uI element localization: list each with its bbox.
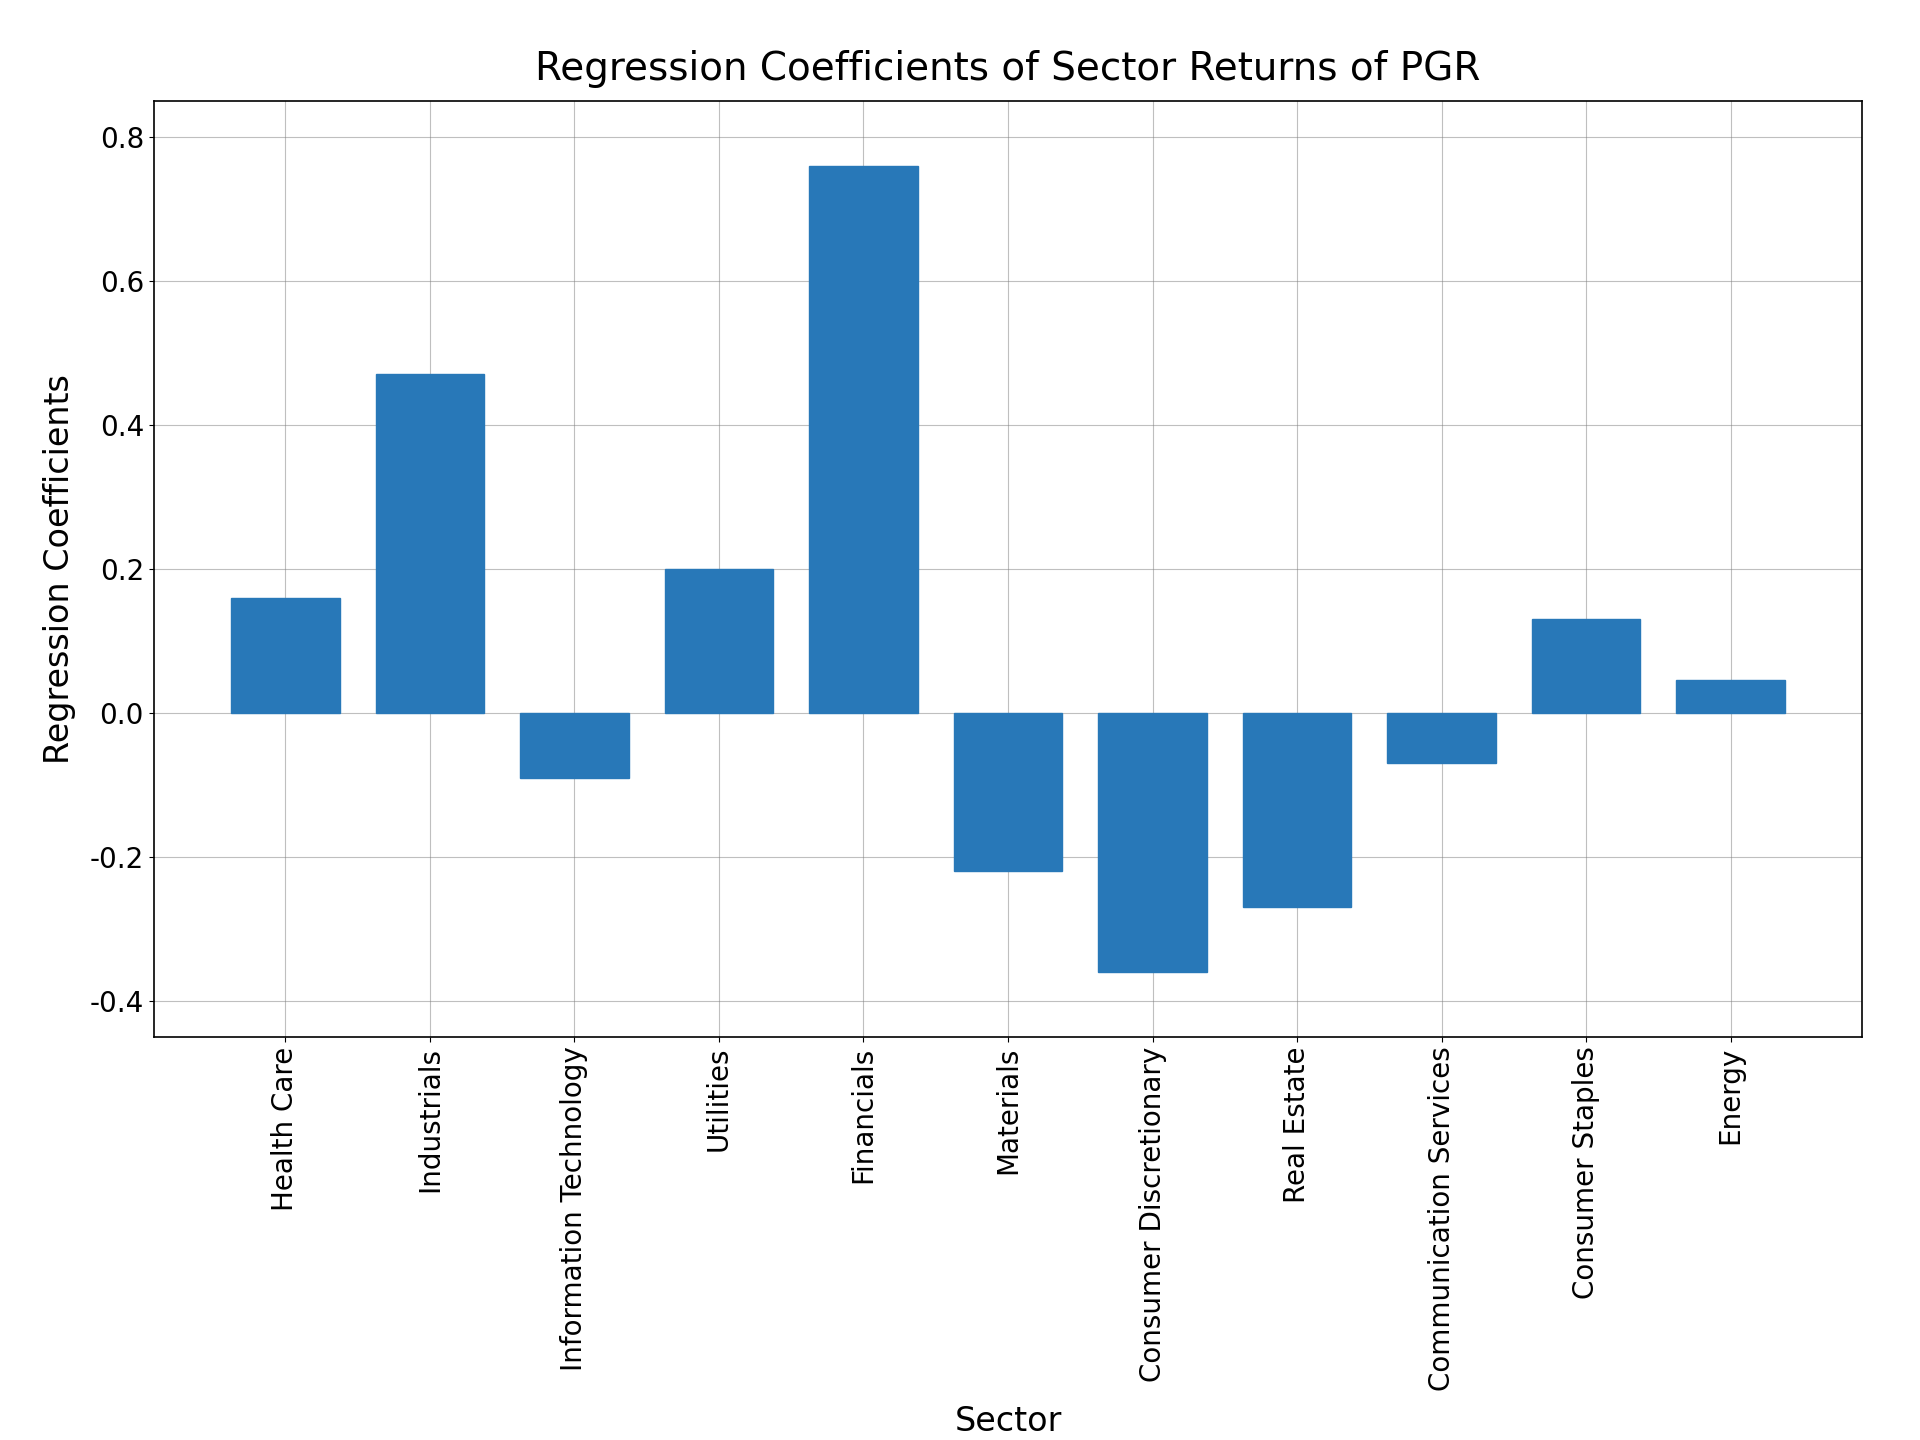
Bar	[1098, 713, 1206, 972]
Bar	[810, 166, 918, 713]
Y-axis label: Regression Coefficients: Regression Coefficients	[42, 374, 75, 763]
Bar	[230, 598, 340, 713]
Bar	[954, 713, 1062, 871]
Bar	[376, 374, 484, 713]
X-axis label: Sector: Sector	[954, 1405, 1062, 1439]
Bar	[1532, 619, 1640, 713]
Bar	[1676, 680, 1786, 713]
Bar	[1388, 713, 1496, 763]
Bar	[520, 713, 628, 778]
Title: Regression Coefficients of Sector Returns of PGR: Regression Coefficients of Sector Return…	[536, 50, 1480, 88]
Bar	[664, 569, 774, 713]
Bar	[1242, 713, 1352, 907]
